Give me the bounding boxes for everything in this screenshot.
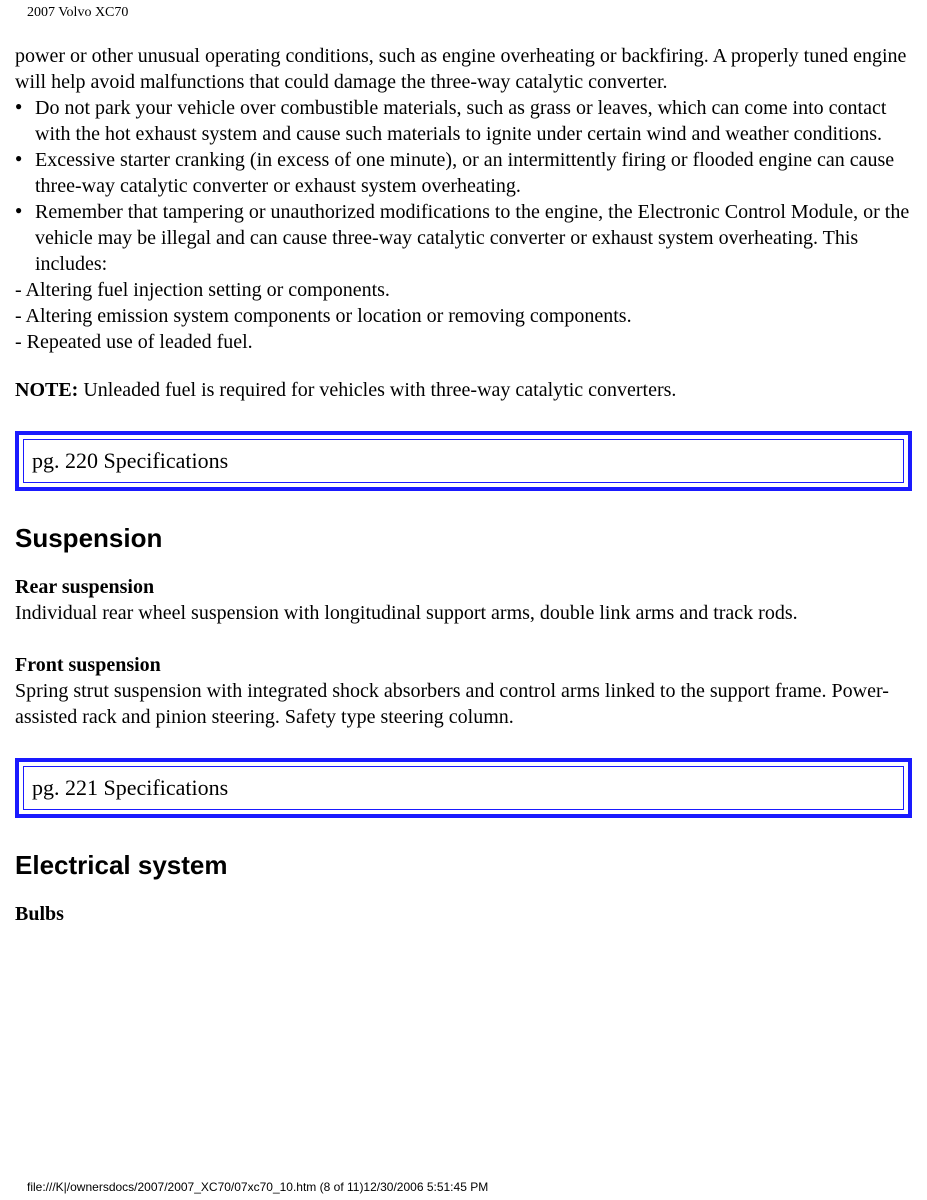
dash-item: - Altering emission system components or… <box>15 303 912 329</box>
electrical-heading: Electrical system <box>15 850 912 881</box>
bullet-item: Excessive starter cranking (in excess of… <box>15 147 912 199</box>
front-suspension-text: Spring strut suspension with integrated … <box>15 678 912 730</box>
doc-content: power or other unusual operating conditi… <box>0 43 927 927</box>
page-box-221: pg. 221 Specifications <box>15 758 912 818</box>
note-line: NOTE: Unleaded fuel is required for vehi… <box>15 377 912 403</box>
dash-item: - Repeated use of leaded fuel. <box>15 329 912 355</box>
page-box-label: pg. 220 Specifications <box>23 439 904 483</box>
page-box-label: pg. 221 Specifications <box>23 766 904 810</box>
bullet-item: Do not park your vehicle over combustibl… <box>15 95 912 147</box>
note-text: Unleaded fuel is required for vehicles w… <box>78 379 676 401</box>
warning-bullets: Do not park your vehicle over combustibl… <box>15 95 912 277</box>
intro-lead: power or other unusual operating conditi… <box>15 43 912 95</box>
doc-header: 2007 Volvo XC70 <box>0 0 927 21</box>
page-box-220: pg. 220 Specifications <box>15 431 912 491</box>
dash-item: - Altering fuel injection setting or com… <box>15 277 912 303</box>
doc-footer: file:///K|/ownersdocs/2007/2007_XC70/07x… <box>27 1180 488 1194</box>
rear-suspension-text: Individual rear wheel suspension with lo… <box>15 600 912 626</box>
note-label: NOTE: <box>15 379 78 401</box>
bullet-item: Remember that tampering or unauthorized … <box>15 199 912 277</box>
front-suspension-label: Front suspension <box>15 652 912 678</box>
bulbs-label: Bulbs <box>15 901 912 927</box>
suspension-heading: Suspension <box>15 523 912 554</box>
rear-suspension-label: Rear suspension <box>15 574 912 600</box>
